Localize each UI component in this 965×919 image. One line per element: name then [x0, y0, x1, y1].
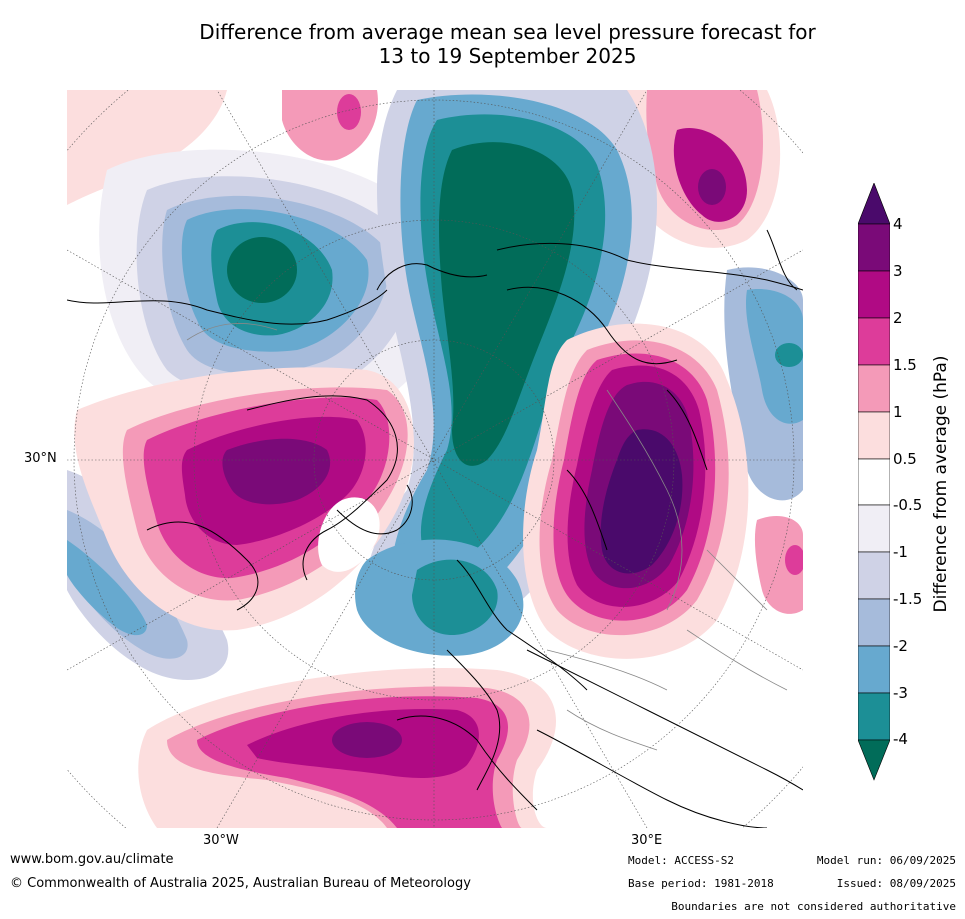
coastlines	[67, 229, 803, 828]
copyright-text: © Commonwealth of Australia 2025, Austra…	[10, 876, 471, 891]
map-canvas	[67, 90, 803, 828]
colorbar	[858, 183, 890, 781]
anomaly-region	[318, 497, 380, 572]
anomaly-region	[67, 540, 147, 636]
anomaly-region	[222, 438, 331, 505]
colorbar-segment-above-4	[858, 183, 890, 225]
anomaly-region	[67, 510, 188, 659]
colorbar-segment-minus-1-1.5	[858, 551, 890, 600]
map-title: Difference from average mean sea level p…	[0, 20, 965, 68]
anomaly-region	[282, 90, 378, 161]
title-line-2: 13 to 19 September 2025	[378, 44, 637, 68]
base-period: Base period: 1981-2018	[628, 877, 774, 890]
colorbar-tick: -4	[893, 730, 908, 748]
colorbar-segment-0.5-1	[858, 411, 890, 460]
longitude-label-30e: 30°E	[631, 833, 663, 848]
colorbar-segment-minus-3-4	[858, 692, 890, 741]
model-run-date: Model run: 06/09/2025	[816, 854, 956, 867]
colorbar-tick: 1.5	[893, 356, 917, 374]
colorbar-segment-minus-0.5-1	[858, 504, 890, 553]
anomaly-region	[600, 429, 683, 574]
anomaly-region	[332, 722, 402, 758]
boundary-disclaimer: Boundaries are not considered authoritat…	[671, 900, 956, 913]
website-link[interactable]: www.bom.gov.au/climate	[10, 852, 174, 867]
colorbar-segment-minus-1.5-2	[858, 598, 890, 647]
colorbar-tick: 1	[893, 403, 903, 421]
colorbar-tick: -1.5	[893, 590, 923, 608]
model-name: Model: ACCESS-S2	[628, 854, 734, 867]
anomaly-region	[698, 169, 726, 205]
graticule	[67, 90, 803, 828]
colorbar-tick: -3	[893, 684, 908, 702]
colorbar-label: Difference from average (hPa)	[931, 355, 951, 613]
colorbar-segment-2-3	[858, 270, 890, 319]
colorbar-tick: 4	[893, 215, 903, 233]
issued-date: Issued: 08/09/2025	[836, 877, 956, 890]
colorbar-tick: 2	[893, 309, 903, 327]
anomaly-region	[337, 94, 361, 130]
colorbar-tick: 3	[893, 262, 903, 280]
pressure-anomaly-map	[67, 90, 803, 828]
anomaly-region	[412, 559, 498, 635]
country-borders	[186, 323, 788, 751]
anomaly-region	[745, 289, 803, 424]
latitude-label-30n: 30°N	[24, 451, 57, 466]
colorbar-segment-3-4	[858, 223, 890, 272]
colorbar-segment-1.5-2	[858, 317, 890, 366]
anomaly-region	[785, 545, 803, 575]
colorbar-segment-below-minus-4	[858, 739, 890, 781]
anomaly-region	[775, 343, 803, 367]
title-line-1: Difference from average mean sea level p…	[199, 20, 816, 44]
colorbar-segment-neutral	[858, 458, 890, 506]
colorbar-tick: 0.5	[893, 450, 917, 468]
anomaly-region	[227, 237, 297, 303]
colorbar-segment-1-1.5	[858, 364, 890, 413]
anomaly-region	[754, 515, 803, 614]
colorbar-tick: -1	[893, 543, 908, 561]
longitude-label-30w: 30°W	[203, 833, 239, 848]
colorbar-segment-minus-2-3	[858, 645, 890, 694]
colorbar-tick: -2	[893, 637, 908, 655]
colorbar-tick: -0.5	[893, 496, 923, 514]
